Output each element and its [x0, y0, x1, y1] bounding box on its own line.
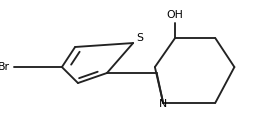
- Text: S: S: [136, 33, 143, 43]
- Text: OH: OH: [167, 10, 184, 20]
- Text: Br: Br: [0, 62, 10, 72]
- Text: N: N: [159, 99, 167, 109]
